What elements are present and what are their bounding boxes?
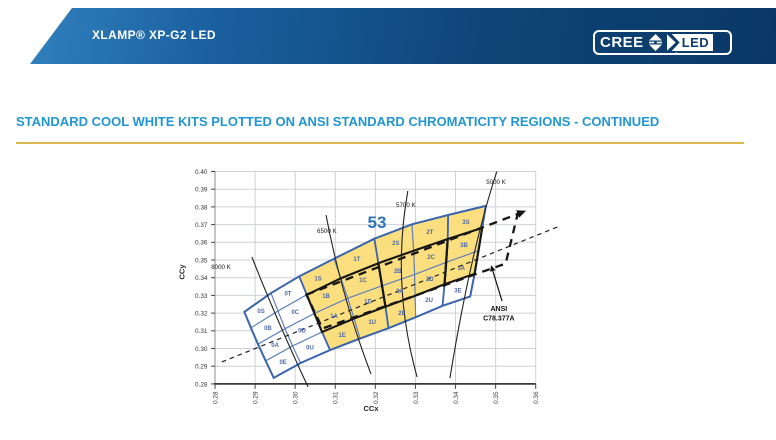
- cree-led-logo: CREE ® LED: [593, 30, 732, 56]
- bin-label-1A: 1A: [330, 314, 338, 320]
- ansi-label-line2: C78.377A: [483, 315, 515, 322]
- bin-label-2B: 2B: [394, 269, 402, 275]
- ansi-arrow-shaft: [492, 270, 503, 302]
- cct-label: 6500 K: [317, 228, 337, 235]
- y-tick-label: 0.30: [195, 346, 208, 353]
- x-tick-label: 0.36: [533, 391, 540, 404]
- bin-strip-outline: [243, 204, 488, 380]
- cree-wordmark: CREE: [600, 34, 644, 51]
- bin-label-2E: 2E: [398, 311, 405, 317]
- bin-label-2T: 2T: [426, 230, 433, 236]
- y-tick-label: 0.37: [195, 222, 208, 229]
- bin-label-0D: 0D: [298, 328, 306, 334]
- bin-label-0T: 0T: [284, 291, 291, 297]
- cct-label: 8000 K: [211, 264, 231, 271]
- bin-label-0A: 0A: [271, 343, 279, 349]
- bin-label-2U: 2U: [425, 298, 433, 304]
- product-title: XLAMP® XP-G2 LED: [92, 28, 216, 42]
- bin-label-0S: 0S: [257, 309, 264, 315]
- section-title: STANDARD COOL WHITE KITS PLOTTED ON ANSI…: [16, 114, 660, 129]
- bin-label-1E: 1E: [338, 333, 345, 339]
- y-tick-label: 0.38: [195, 204, 208, 211]
- isotherm-5000K: [449, 171, 498, 379]
- cct-label: 5700 K: [396, 202, 416, 209]
- y-axis-title: CCy: [178, 264, 187, 280]
- isotherm-5700K: [400, 190, 418, 378]
- ansi-arrowhead: [490, 265, 496, 272]
- ansi-label-line1: ANSI: [490, 306, 507, 313]
- y-tick-label: 0.35: [195, 257, 208, 264]
- y-tick-label: 0.36: [195, 240, 208, 247]
- y-tick-label: 0.28: [195, 381, 208, 388]
- bin-label-3A: 3A: [457, 266, 465, 272]
- y-tick-label: 0.40: [195, 169, 208, 176]
- cct-label: 5000 K: [486, 179, 506, 186]
- planckian-locus: [221, 225, 560, 363]
- y-tick-label: 0.32: [195, 311, 208, 318]
- bin-label-2S: 2S: [392, 241, 399, 247]
- bin-label-1B: 1B: [322, 294, 330, 300]
- x-tick-label: 0.28: [212, 391, 219, 404]
- bin-label-1D: 1D: [364, 299, 372, 305]
- isotherm-6500K: [325, 214, 372, 375]
- x-tick-label: 0.31: [333, 391, 340, 404]
- bin-label-1C: 1C: [359, 278, 367, 284]
- bin-label-1T: 1T: [353, 257, 360, 263]
- bin-label-0C: 0C: [291, 310, 299, 316]
- bin-label-1S: 1S: [314, 276, 321, 282]
- bin-label-2C: 2C: [427, 255, 435, 261]
- y-tick-label: 0.29: [195, 364, 208, 371]
- x-axis-title: CCx: [363, 404, 379, 413]
- x-tick-label: 0.32: [373, 391, 380, 404]
- registered-mark: ®: [675, 51, 678, 56]
- x-tick-label: 0.29: [252, 391, 259, 404]
- y-tick-label: 0.33: [195, 293, 208, 300]
- bin-label-2A: 2A: [396, 289, 404, 295]
- bin-label-1U: 1U: [368, 320, 376, 326]
- y-tick-label: 0.34: [195, 275, 208, 282]
- bin-label-0B: 0B: [264, 326, 272, 332]
- bin-label-3E: 3E: [454, 288, 461, 294]
- kit-number: 53: [368, 213, 387, 232]
- bin-label-2D: 2D: [426, 277, 434, 283]
- x-tick-label: 0.33: [413, 391, 420, 404]
- x-tick-label: 0.34: [453, 391, 460, 404]
- gold-divider: [16, 142, 744, 144]
- chevron-right-icon: [666, 34, 676, 51]
- bin-label-0U: 0U: [306, 345, 314, 351]
- y-tick-label: 0.31: [195, 328, 208, 335]
- header-banner: XLAMP® XP-G2 LED CREE ® LED: [30, 8, 776, 64]
- bin-label-0E: 0E: [279, 360, 286, 366]
- x-tick-label: 0.35: [493, 391, 500, 404]
- y-tick-label: 0.39: [195, 187, 208, 194]
- bin-label-3S: 3S: [462, 220, 469, 226]
- ansi-region-arrowhead: [516, 210, 527, 218]
- cree-arrows-icon: [647, 33, 664, 52]
- bin-label-3B: 3B: [460, 243, 468, 249]
- x-tick-label: 0.30: [293, 391, 300, 404]
- isotherm-8000K: [251, 256, 309, 388]
- led-wordmark: LED: [671, 34, 714, 51]
